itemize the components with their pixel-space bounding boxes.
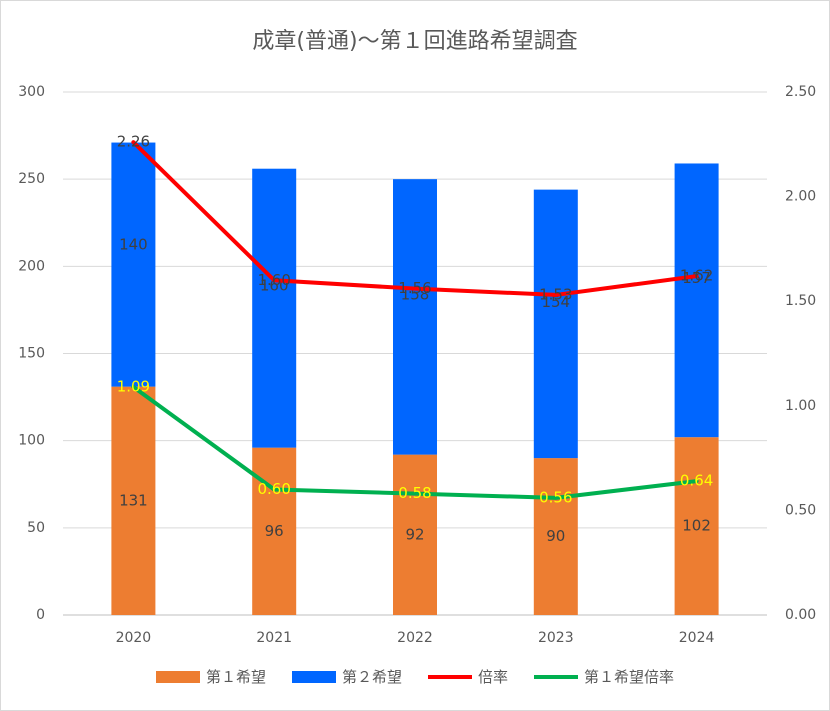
right-axis-tick-label: 0.00 (785, 607, 816, 623)
bar-second-choice (533, 189, 578, 459)
left-axis-tick-label: 200 (18, 258, 45, 274)
x-axis-tick-label: 2024 (679, 630, 715, 646)
bar-first-choice (393, 454, 437, 615)
x-axis-tick-label: 2021 (256, 630, 292, 646)
bar-data-label: 131 (119, 491, 148, 509)
bar-data-label: 154 (541, 293, 570, 311)
line-data-label: 1.62 (680, 267, 713, 285)
legend-swatch-ratio (428, 674, 472, 679)
left-axis-tick-label: 0 (36, 607, 45, 623)
bar-data-label: 102 (682, 517, 711, 535)
line-data-label: 0.64 (680, 472, 713, 490)
bar-data-label: 96 (265, 522, 284, 540)
legend-item-first-choice: 第１希望 (155, 666, 266, 687)
legend: 第１希望 第２希望 倍率 第１希望倍率 (1, 666, 829, 687)
bar-data-label: 90 (546, 527, 565, 545)
right-axis-tick-label: 0.50 (785, 502, 816, 518)
line-data-label: 2.26 (117, 133, 150, 151)
right-axis-tick-label: 1.50 (785, 293, 816, 309)
left-axis-tick-label: 250 (18, 171, 45, 187)
legend-label-second-choice: 第２希望 (341, 668, 402, 686)
x-axis-tick-label: 2022 (397, 630, 433, 646)
x-axis-tick-label: 2023 (538, 630, 574, 646)
series-line-ratio (131, 140, 699, 297)
left-axis-tick-label: 100 (18, 433, 45, 449)
bar-second-choice (674, 163, 719, 438)
legend-label-first-choice-ratio: 第１希望倍率 (584, 668, 675, 686)
legend-label-first-choice: 第１希望 (205, 668, 266, 686)
line-data-label: 1.56 (398, 279, 431, 297)
legend-label-ratio: 倍率 (478, 668, 509, 686)
series-line-first-choice-ratio (131, 384, 699, 500)
right-axis-tick-label: 2.50 (785, 84, 816, 100)
line-data-label: 0.56 (539, 488, 572, 506)
right-axis-tick-label: 1.00 (785, 398, 816, 414)
line-data-label: 1.60 (257, 271, 290, 289)
x-axis-tick-label: 2020 (116, 630, 152, 646)
legend-swatch-second-choice (291, 670, 336, 683)
line-data-label: 1.53 (539, 285, 572, 303)
legend-item-ratio: 倍率 (428, 666, 508, 687)
legend-item-second-choice: 第２希望 (291, 666, 402, 687)
bar-first-choice (111, 386, 156, 615)
bar-second-choice (252, 168, 297, 448)
legend-swatch-first-choice-ratio (534, 674, 579, 679)
bar-data-label: 140 (119, 236, 148, 254)
bar-second-choice (111, 142, 156, 387)
line-data-label: 0.58 (398, 484, 431, 502)
line-data-label: 0.60 (257, 480, 290, 498)
left-axis-tick-label: 150 (18, 346, 45, 362)
left-axis-tick-label: 300 (18, 84, 45, 100)
bar-first-choice (533, 458, 578, 615)
bar-second-choice (393, 179, 437, 455)
chart-title: 成章(普通)〜第１回進路希望調査 (252, 29, 578, 54)
legend-swatch-first-choice (155, 670, 200, 683)
legend-item-first-choice-ratio: 第１希望倍率 (534, 666, 674, 687)
left-axis-tick-label: 50 (27, 520, 45, 536)
bar-first-choice (674, 437, 719, 615)
line-data-label: 1.09 (117, 377, 150, 395)
right-axis-tick-label: 2.00 (785, 189, 816, 205)
bar-data-label: 92 (405, 525, 424, 543)
bar-first-choice (252, 447, 297, 615)
